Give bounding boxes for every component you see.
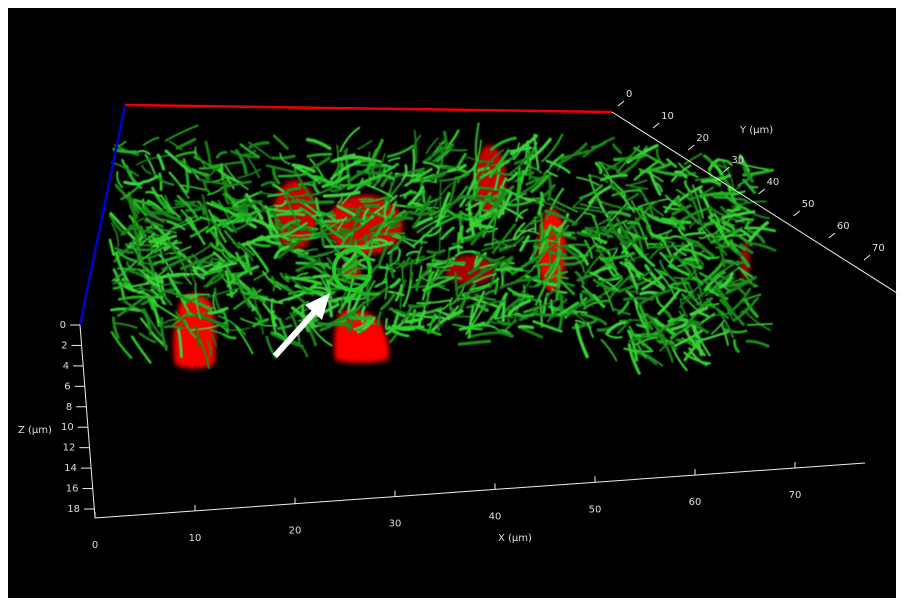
- x-tick-label: 70: [789, 490, 802, 501]
- y-tick-label: 40: [767, 177, 780, 188]
- x-axis-label: X (µm): [498, 533, 532, 544]
- fiber: [314, 276, 328, 277]
- y-tick-label: 20: [696, 133, 709, 144]
- z-tick-label: 14: [64, 463, 77, 474]
- x-tick-label: 60: [689, 497, 702, 508]
- fiber: [478, 162, 493, 163]
- y-tick-label: 70: [872, 243, 885, 254]
- microscopy-view: X (µm) Y (µm) Z (µm) 0102030405060700102…: [0, 0, 904, 606]
- fiber: [498, 269, 522, 270]
- fiber: [660, 341, 674, 342]
- fiber: [628, 222, 638, 224]
- x-tick-label: 10: [189, 533, 202, 544]
- z-tick-label: 2: [61, 340, 67, 351]
- fiber: [367, 242, 378, 243]
- z-tick-label: 16: [66, 484, 79, 495]
- fiber: [319, 324, 349, 325]
- fiber: [424, 191, 425, 202]
- z-tick-label: 10: [61, 422, 74, 433]
- z-tick-label: 12: [63, 443, 76, 454]
- y-axis-label: Y (µm): [739, 125, 773, 136]
- z-tick-label: 4: [63, 361, 69, 372]
- z-axis-label: Z (µm): [18, 425, 52, 436]
- y-tick-label: 10: [661, 111, 674, 122]
- fiber: [410, 212, 431, 214]
- x-tick-label: 20: [289, 526, 302, 537]
- x-tick-label: 40: [489, 511, 502, 522]
- x-tick-label: 50: [589, 504, 602, 515]
- fiber: [479, 168, 489, 170]
- fiber: [125, 182, 142, 184]
- y-tick-label: 30: [731, 155, 744, 166]
- fiber: [519, 326, 532, 327]
- fiber: [301, 277, 315, 278]
- y-tick-label: 50: [802, 199, 815, 210]
- x-tick-label: 30: [389, 519, 402, 530]
- fiber: [714, 197, 732, 198]
- fiber: [351, 317, 371, 318]
- z-tick-label: 6: [64, 381, 70, 392]
- z-tick-label: 0: [60, 320, 66, 331]
- y-tick-label: 60: [837, 221, 850, 232]
- z-tick-label: 8: [66, 402, 72, 413]
- fiber: [160, 174, 161, 190]
- fiber: [728, 209, 739, 210]
- fiber: [386, 319, 387, 329]
- y-tick-label: 0: [626, 89, 632, 100]
- fiber: [411, 260, 412, 279]
- fiber: [536, 314, 569, 315]
- fiber: [461, 227, 462, 241]
- z-tick-label: 18: [67, 504, 80, 515]
- x-tick-label: 0: [92, 540, 98, 551]
